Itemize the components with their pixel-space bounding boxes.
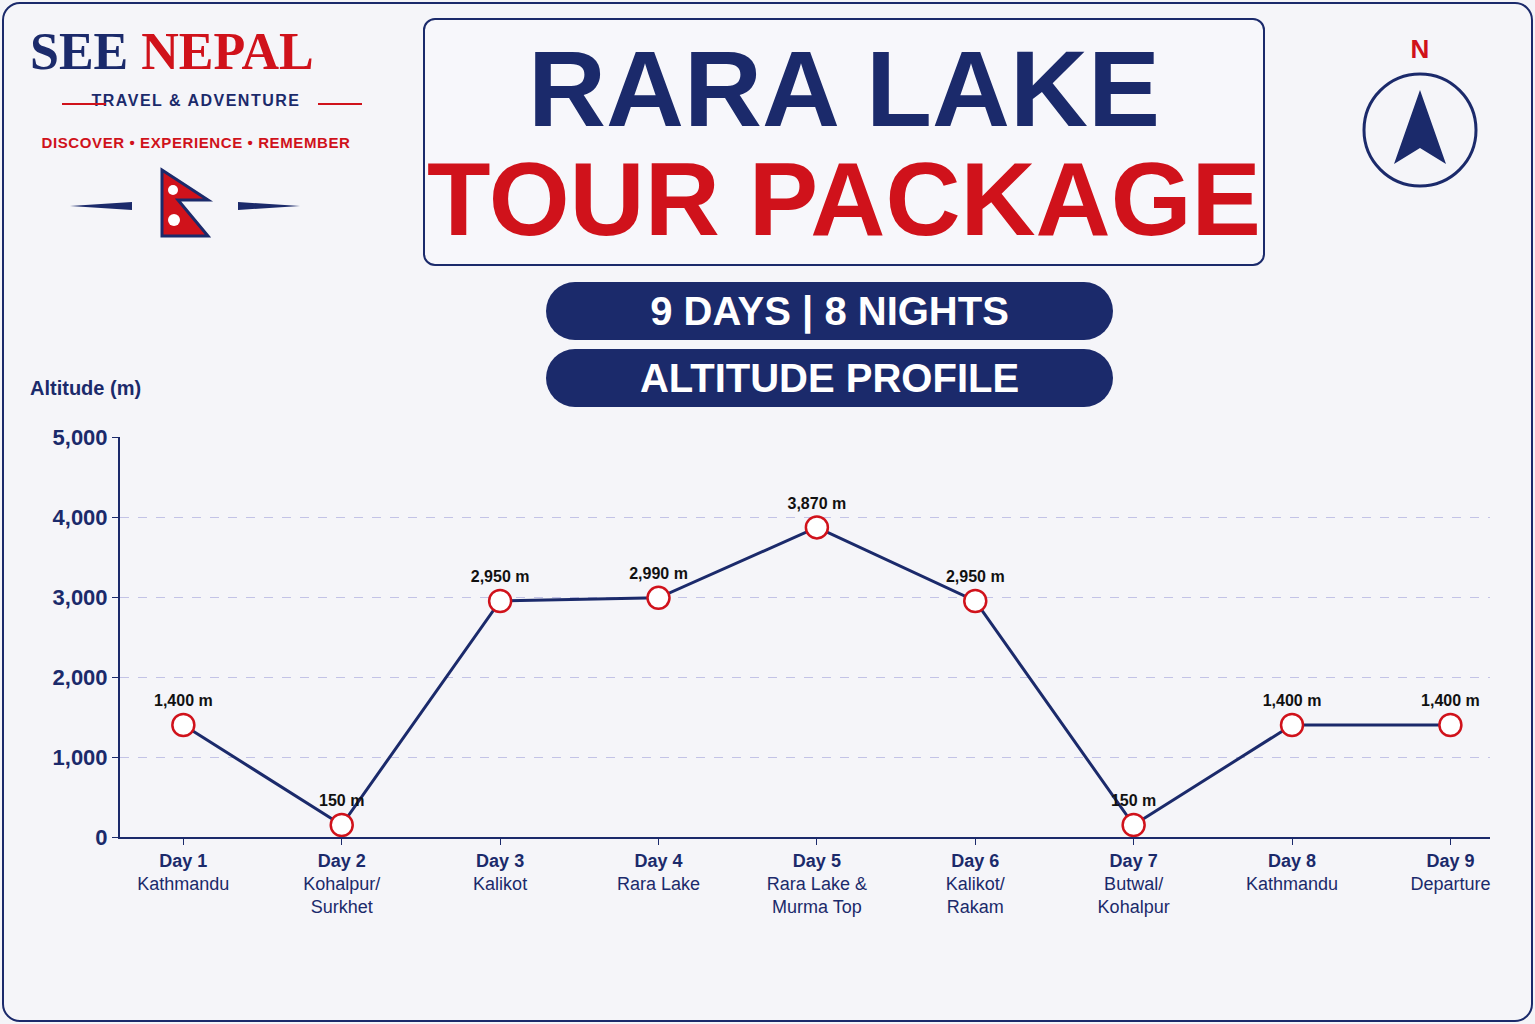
svg-text:Day 5Rara Lake &Murma Top: Day 5Rara Lake &Murma Top — [767, 851, 867, 918]
svg-text:1,400 m: 1,400 m — [1421, 692, 1480, 709]
svg-text:Day 7Butwal/Kohalpur: Day 7Butwal/Kohalpur — [1098, 851, 1170, 918]
html-text:ALTITUDE PROFILE: ALTITUDE PROFILE — [639, 356, 1020, 400]
svg-text:Day 9Departure: Day 9Departure — [1410, 851, 1490, 894]
svg-text:Day 4Rara Lake: Day 4Rara Lake — [617, 851, 700, 894]
html-text:SEE NEPAL: SEE NEPAL — [30, 23, 314, 80]
svg-text:0: 0 — [95, 825, 107, 850]
svg-text:1,400 m: 1,400 m — [154, 692, 213, 709]
svg-text:Day 1Kathmandu: Day 1Kathmandu — [137, 851, 229, 894]
svg-text:2,950 m: 2,950 m — [471, 568, 530, 585]
svg-text:Day 8Kathmandu: Day 8Kathmandu — [1246, 851, 1338, 894]
svg-text:1,400 m: 1,400 m — [1263, 692, 1322, 709]
html-text:TRAVEL & ADVENTURE: TRAVEL & ADVENTURE — [91, 92, 301, 109]
svg-text:2,990 m: 2,990 m — [629, 565, 688, 582]
svg-text:Day 6Kalikot/Rakam: Day 6Kalikot/Rakam — [946, 851, 1005, 918]
svg-text:4,000: 4,000 — [53, 505, 108, 530]
svg-text:2,000: 2,000 — [53, 665, 108, 690]
svg-text:150 m: 150 m — [319, 792, 364, 809]
svg-text:Altitude (m): Altitude (m) — [30, 377, 141, 399]
svg-text:5,000: 5,000 — [53, 425, 108, 450]
svg-text:2,950 m: 2,950 m — [946, 568, 1005, 585]
html-text:TOUR PACKAGE: TOUR PACKAGE — [427, 141, 1261, 257]
svg-text:150 m: 150 m — [1111, 792, 1156, 809]
html-text:9 DAYS | 8 NIGHTS: 9 DAYS | 8 NIGHTS — [650, 289, 1009, 333]
html-text:N: N — [1410, 34, 1430, 64]
svg-text:Day 3Kalikot: Day 3Kalikot — [473, 851, 527, 894]
html-text:RARA LAKE: RARA LAKE — [528, 28, 1160, 149]
svg-text:1,000: 1,000 — [53, 745, 108, 770]
svg-text:Day 2Kohalpur/Surkhet: Day 2Kohalpur/Surkhet — [303, 851, 380, 918]
html-text:DISCOVER • EXPERIENCE • REMEMB: DISCOVER • EXPERIENCE • REMEMBER — [41, 134, 351, 151]
svg-text:3,000: 3,000 — [53, 585, 108, 610]
svg-text:3,870 m: 3,870 m — [788, 495, 847, 512]
